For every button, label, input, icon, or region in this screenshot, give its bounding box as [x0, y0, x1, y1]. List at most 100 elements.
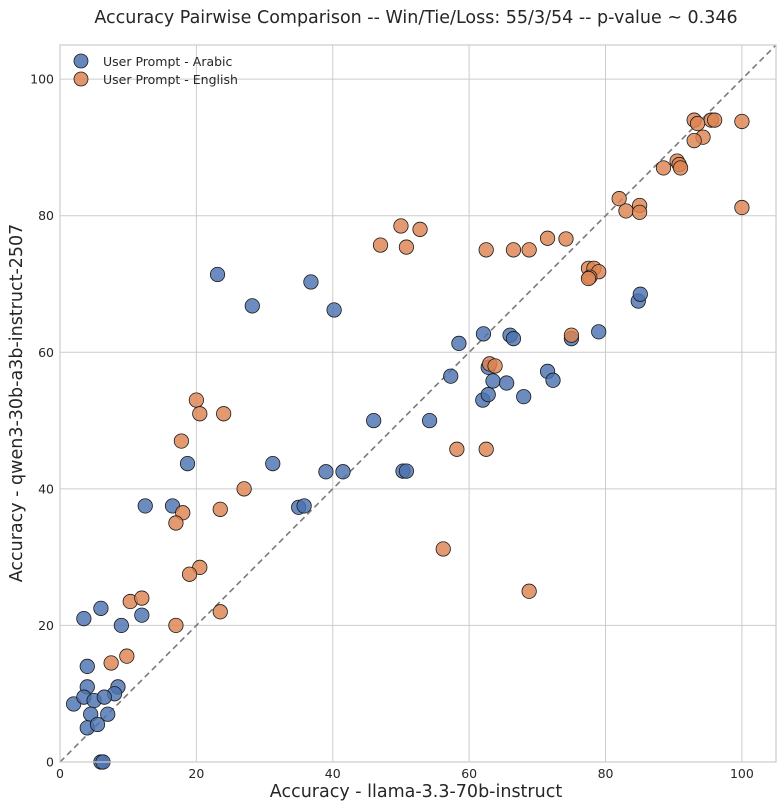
data-point [236, 481, 252, 497]
x-tick-label: 0 [56, 766, 64, 781]
data-point [119, 648, 135, 664]
data-point [591, 324, 607, 340]
data-point [168, 617, 184, 634]
data-point [93, 600, 109, 616]
data-point [76, 610, 92, 627]
y-tick-label: 80 [38, 208, 54, 223]
data-point [734, 199, 750, 216]
x-tick-label: 80 [598, 766, 614, 781]
data-point [326, 302, 342, 318]
data-point [539, 230, 556, 246]
data-point [478, 441, 494, 457]
data-point [134, 590, 150, 606]
data-point [707, 112, 723, 128]
data-point [449, 441, 465, 457]
y-tick-label: 40 [38, 481, 54, 496]
data-point [103, 655, 119, 671]
data-point [398, 239, 415, 255]
data-point [398, 463, 415, 479]
data-point [672, 160, 689, 176]
data-point [181, 566, 198, 582]
data-point [318, 464, 334, 480]
diagonal-reference-line [59, 44, 777, 763]
chart-title: Accuracy Pairwise Comparison -- Win/Tie/… [94, 8, 737, 28]
x-tick-label: 60 [461, 766, 477, 781]
data-point [168, 515, 184, 531]
legend-item-arabic: User Prompt - Arabic [73, 53, 233, 69]
data-point [212, 604, 228, 620]
data-point [134, 607, 150, 623]
data-point [686, 133, 702, 149]
data-point [79, 658, 95, 675]
data-point [435, 541, 451, 557]
data-point [689, 115, 706, 132]
y-tick-label: 60 [38, 345, 54, 360]
y-axis-label: Accuracy - qwen3-30b-a3b-instruct-2507 [7, 224, 27, 583]
data-point [734, 113, 750, 130]
legend-label-english: User Prompt - English [103, 72, 238, 87]
data-point [485, 373, 501, 389]
data-point [618, 203, 634, 219]
data-point [505, 331, 522, 347]
data-point [632, 286, 648, 302]
data-point [632, 204, 648, 220]
plot-frame [59, 44, 777, 763]
series-arabic [66, 266, 648, 770]
x-axis-label: Accuracy - llama-3.3-70b-instruct [270, 782, 563, 802]
legend-label-arabic: User Prompt - Arabic [103, 54, 233, 69]
x-tick-label: 20 [188, 766, 204, 781]
data-point [179, 455, 196, 472]
data-point [303, 274, 319, 290]
data-point [611, 191, 627, 207]
legend-item-english: User Prompt - English [73, 71, 238, 87]
x-tick-labels: 0 20 40 60 80 100 [56, 766, 754, 781]
data-point [244, 298, 260, 314]
legend: User Prompt - Arabic User Prompt - Engli… [73, 53, 238, 87]
legend-marker-arabic [73, 53, 89, 69]
data-point [475, 326, 492, 342]
y-tick-label: 0 [46, 755, 54, 770]
x-tick-label: 100 [730, 766, 754, 781]
data-point [192, 406, 208, 422]
data-point [216, 406, 232, 422]
data-point [478, 242, 494, 258]
data-point [558, 231, 574, 247]
data-point [173, 433, 189, 449]
data-point [499, 375, 515, 391]
data-point [212, 501, 228, 517]
data-point [421, 412, 438, 429]
data-point [265, 455, 281, 472]
data-point [521, 242, 537, 258]
y-tick-label: 100 [30, 72, 54, 87]
data-point [521, 583, 537, 599]
x-gridlines [59, 45, 743, 762]
data-point [505, 242, 522, 258]
data-point [137, 498, 153, 514]
data-point [451, 335, 467, 352]
data-point [443, 368, 459, 384]
data-point [580, 270, 597, 287]
data-point [113, 617, 129, 634]
data-point [89, 716, 106, 733]
data-point [96, 689, 112, 705]
data-point [480, 387, 496, 403]
data-point [412, 221, 428, 237]
data-point [366, 412, 382, 429]
data-point [296, 498, 312, 514]
y-tick-label: 20 [38, 618, 54, 633]
data-point [188, 392, 204, 408]
data-point [209, 266, 226, 283]
series-english [103, 112, 750, 671]
y-tick-labels: 0 20 40 60 80 100 [30, 72, 54, 770]
data-point [516, 389, 532, 405]
y-gridlines [60, 78, 776, 763]
data-point [335, 464, 351, 480]
data-point [655, 160, 672, 176]
data-points [66, 112, 750, 770]
data-point [487, 358, 503, 374]
data-point [100, 706, 116, 722]
legend-marker-english [73, 71, 89, 87]
data-point [545, 372, 561, 388]
x-tick-label: 40 [325, 766, 341, 781]
